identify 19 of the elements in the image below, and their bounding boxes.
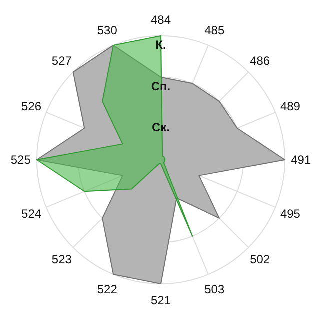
y-tick-label: Сп. xyxy=(151,79,171,94)
spoke-label: 522 xyxy=(97,282,118,297)
spoke-label: 523 xyxy=(52,252,72,266)
spoke-label: 495 xyxy=(280,206,301,221)
spoke-label: 491 xyxy=(291,153,312,168)
spoke-label: 503 xyxy=(204,282,225,297)
spoke-label: 525 xyxy=(10,153,32,168)
spoke-label: 524 xyxy=(22,206,42,221)
spoke-label: 502 xyxy=(250,252,270,266)
y-tick-label: К. xyxy=(156,38,166,52)
spoke-label: 486 xyxy=(250,54,270,68)
spoke-label: 530 xyxy=(97,24,118,38)
spoke-label: 489 xyxy=(280,100,301,114)
spoke-label: 484 xyxy=(150,13,172,28)
spoke-label: 526 xyxy=(22,100,42,114)
y-tick-label: Ск. xyxy=(152,120,170,135)
spoke-label: 485 xyxy=(204,24,225,38)
spoke-label: 527 xyxy=(52,54,72,68)
spoke-label: 521 xyxy=(150,293,172,308)
